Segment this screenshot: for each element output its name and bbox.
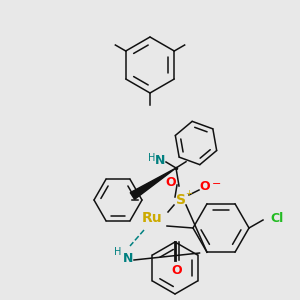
Text: O: O: [200, 181, 210, 194]
Text: H: H: [114, 247, 122, 257]
Polygon shape: [130, 168, 176, 200]
Text: S: S: [176, 193, 186, 207]
Text: O: O: [172, 263, 182, 277]
Text: −: −: [212, 179, 222, 189]
Text: Cl: Cl: [270, 212, 284, 224]
Text: +: +: [186, 190, 192, 199]
Text: O: O: [166, 176, 176, 190]
Text: Ru: Ru: [142, 211, 162, 225]
Text: N: N: [123, 251, 133, 265]
Text: N: N: [155, 154, 165, 167]
Text: H: H: [148, 153, 156, 163]
